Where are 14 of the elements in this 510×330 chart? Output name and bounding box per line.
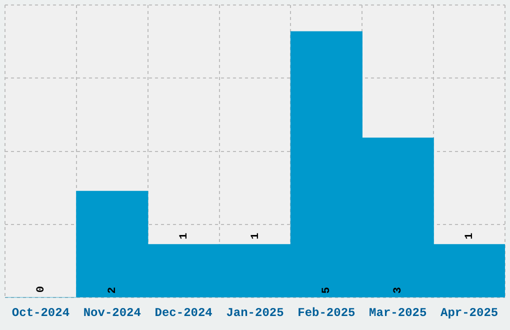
- data-label: 0: [35, 286, 48, 293]
- data-label: 1: [178, 232, 190, 240]
- data-label: 1: [464, 232, 476, 240]
- data-label: 3: [392, 286, 405, 294]
- x-tick-label: Feb-2025: [298, 306, 356, 320]
- x-tick-label: Apr-2025: [440, 306, 498, 320]
- x-tick-label: Oct-2024: [12, 306, 70, 320]
- x-tick-label: Nov-2024: [83, 306, 141, 320]
- x-tick-label: Dec-2024: [154, 306, 212, 320]
- x-tick-label: Jan-2025: [226, 306, 284, 320]
- data-label: 5: [321, 286, 334, 294]
- x-tick-label: Mar-2025: [369, 306, 427, 320]
- data-label: 1: [250, 232, 262, 240]
- data-label: 2: [106, 286, 119, 294]
